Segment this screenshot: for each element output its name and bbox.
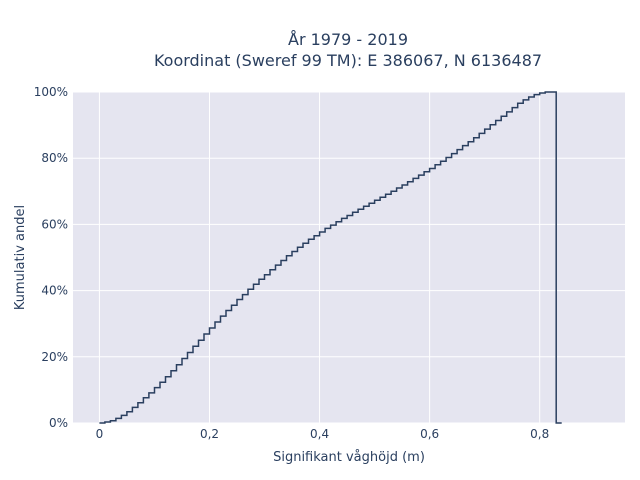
y-tick-label: 100% [34,85,68,99]
x-axis-ticks: 0 0,2 0,4 0,6 0,8 [96,427,550,441]
chart-title-line-1: År 1979 - 2019 [288,30,408,49]
y-tick-label: 80% [41,151,68,165]
x-axis-title: Signifikant våghöjd (m) [273,450,425,465]
y-tick-label: 40% [41,284,68,298]
y-tick-label: 0% [49,416,68,430]
y-axis-ticks: 0% 20% 40% 60% 80% 100% [34,85,68,430]
cumulative-series [99,91,562,424]
cumulative-step-line [99,91,562,424]
x-tick-label: 0,4 [310,427,329,441]
x-tick-label: 0,6 [420,427,439,441]
y-tick-label: 60% [41,217,68,231]
chart-title: År 1979 - 2019 Koordinat (Sweref 99 TM):… [154,30,542,70]
x-tick-label: 0,2 [200,427,219,441]
gridlines [73,91,625,424]
chart-title-line-2: Koordinat (Sweref 99 TM): E 386067, N 61… [154,51,542,70]
plot-area [73,92,625,423]
y-tick-label: 20% [41,350,68,364]
x-tick-label: 0 [96,427,104,441]
y-axis-title: Kumulativ andel [13,205,28,310]
x-tick-label: 0,8 [530,427,549,441]
